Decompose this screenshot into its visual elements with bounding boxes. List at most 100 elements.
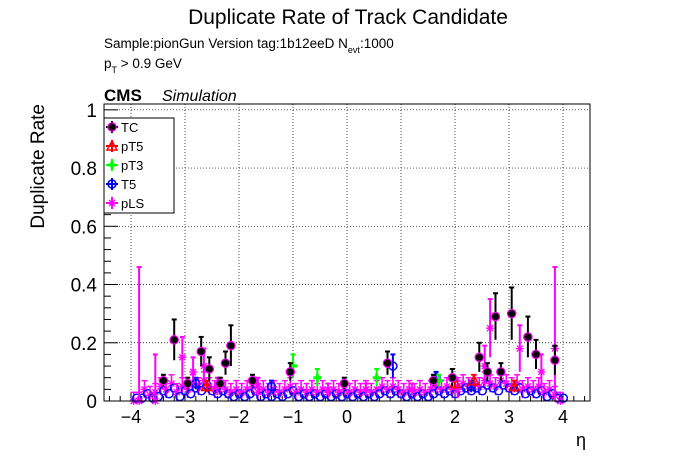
x-tick-label: 2 [450,407,460,427]
marker-shape [518,385,527,394]
x-tick-label: 4 [558,407,568,427]
background-point [237,388,246,397]
x-axis-label: η [576,430,586,450]
marker-shape [182,378,193,389]
marker-shape [302,388,311,397]
background-point [523,382,532,391]
marker-shape [259,385,268,394]
marker-shape [426,385,435,394]
background-point [232,385,241,394]
marker-shape [382,358,393,368]
data-point [199,362,208,371]
background-point [313,388,322,397]
data-point [253,382,262,391]
data-point [196,346,206,357]
data-point [447,372,458,383]
marker-shape [432,382,441,391]
marker-shape [340,385,349,394]
marker-shape [140,385,149,394]
x-tick-label: −3 [175,407,196,427]
data-point [508,379,521,392]
background-point [491,382,500,391]
background-point [275,388,284,397]
data-point [220,358,231,368]
marker-shape [490,311,501,322]
marker-shape [493,386,504,396]
marker-shape [474,352,485,363]
x-tick-label: −4 [121,407,142,427]
data-point [266,381,277,392]
marker-shape [169,335,179,345]
marker-shape [550,355,560,366]
background-point [280,385,289,394]
y-tick-label: 0.6 [71,217,97,238]
background-point [131,393,142,403]
marker-shape [199,362,208,371]
marker-shape [178,353,187,362]
marker-shape [356,388,365,397]
background-point [437,385,446,394]
legend: TC pT5 pT3 T5 pLS [103,117,175,214]
background-point [367,388,376,397]
marker-shape [372,385,381,394]
background-point [496,376,505,385]
marker-shape [345,388,354,397]
data-point [496,367,506,377]
y-tick-label: 1 [86,101,97,122]
marker-shape [442,382,451,391]
marker-shape [447,372,458,383]
background-point [493,386,504,396]
marker-shape [383,385,392,394]
marker-shape [162,385,171,394]
data-point [428,375,439,386]
marker-shape [523,382,532,391]
marker-shape [131,393,142,403]
background-point [172,388,181,397]
marker-shape [496,376,505,385]
marker-shape [482,367,493,377]
background-point [243,385,252,394]
marker-shape [226,388,235,397]
marker-shape [266,381,277,392]
background-point [464,382,473,391]
marker-shape [475,382,484,391]
pt-symbol: p [104,56,112,71]
marker-shape [243,385,252,394]
marker-shape [107,179,117,189]
background-point [264,388,273,397]
data-point [490,311,501,322]
background-point [156,382,165,391]
background-point [372,385,381,394]
background-point [307,385,316,394]
marker-shape [466,381,476,392]
background-point [513,379,522,388]
background-point [318,385,327,394]
background-point [475,382,484,391]
background-point [558,393,569,403]
cms-label: CMS [104,86,142,105]
marker-shape [531,349,541,360]
background-point [388,382,397,391]
data-point [215,378,225,389]
background-point [529,385,538,394]
marker-shape [513,379,522,388]
marker-shape [220,358,231,368]
marker-shape [247,375,258,386]
y-tick-label: 0.4 [71,276,98,297]
marker-shape [537,367,546,376]
legend-label: T5 [121,177,136,192]
background-point [259,385,268,394]
data-point [361,385,370,394]
marker-shape [515,344,524,353]
marker-shape [361,385,370,394]
sample-line: Sample:pionGun Version tag:1b12eeD N [104,36,348,51]
data-point [200,379,213,392]
legend-label: pT5 [121,139,143,154]
marker-shape [313,388,322,397]
data-point [285,367,296,377]
pt-cut-label: pT > 0.9 GeV [104,56,182,75]
background-point [164,388,174,399]
marker-shape [508,379,521,392]
y-tick-label: 0.8 [71,159,97,180]
marker-shape [105,139,119,151]
